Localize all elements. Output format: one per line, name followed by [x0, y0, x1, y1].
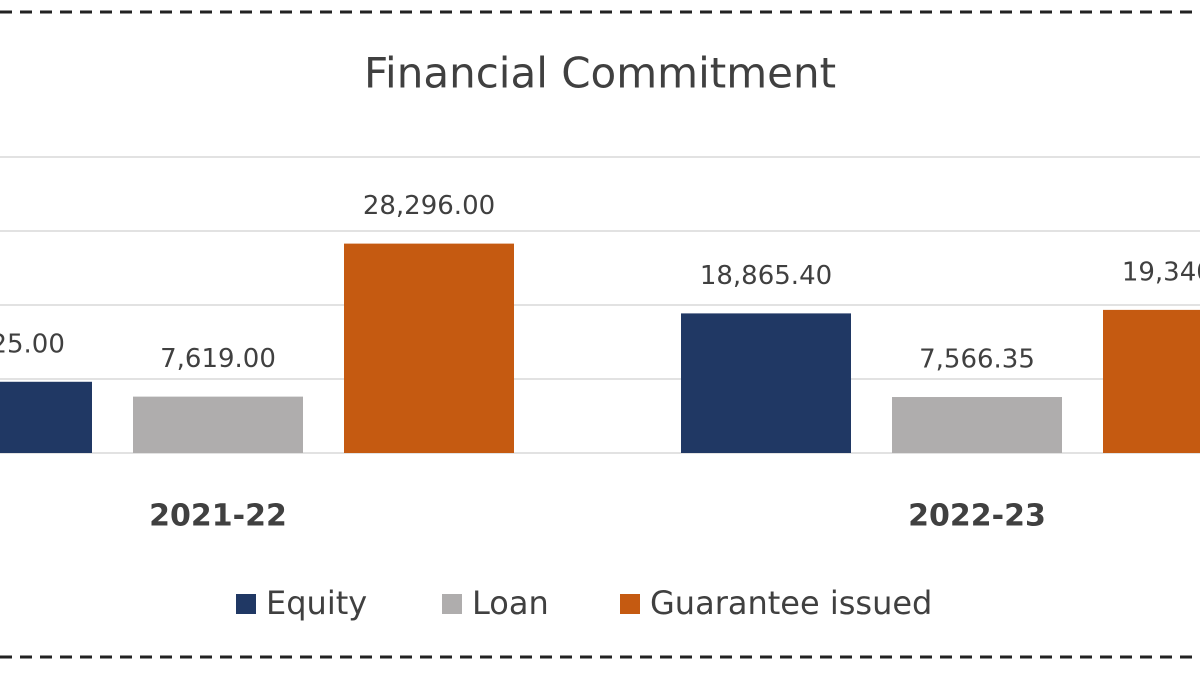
legend-swatch [442, 594, 462, 614]
chart-title: Financial Commitment [364, 49, 836, 98]
value-label: 7,566.35 [919, 345, 1035, 375]
value-label: 9,625.00 [0, 329, 65, 359]
value-label: 19,340.00 [1122, 257, 1200, 287]
x-tick-label: 2021-22 [149, 499, 287, 534]
bar [344, 243, 514, 453]
legend-label: Guarantee issued [650, 584, 932, 622]
bar [1103, 309, 1200, 453]
bar [892, 397, 1062, 453]
legend-swatch [236, 594, 256, 614]
bar [133, 396, 303, 453]
legend-label: Loan [472, 584, 549, 622]
legend-swatch [620, 594, 640, 614]
legend-label: Equity [266, 584, 367, 622]
x-tick-label: 2022-23 [908, 499, 1046, 534]
value-label: 28,296.00 [363, 191, 495, 221]
value-label: 18,865.40 [700, 261, 832, 291]
bar [681, 313, 851, 453]
value-label: 7,619.00 [160, 344, 276, 374]
bar [0, 381, 92, 453]
